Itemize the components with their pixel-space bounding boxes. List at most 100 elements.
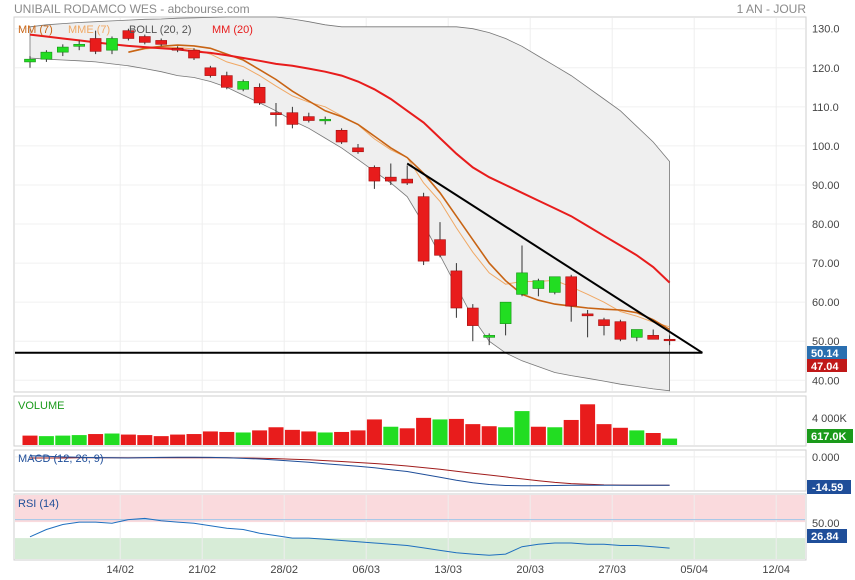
candle-body-down bbox=[122, 30, 135, 39]
candle-body-up bbox=[532, 280, 545, 289]
chart-period: 1 AN - JOUR bbox=[737, 2, 807, 16]
chart-title: UNIBAIL RODAMCO WES - abcbourse.com bbox=[14, 2, 250, 16]
candle bbox=[417, 192, 430, 266]
candle bbox=[286, 106, 299, 129]
volume-bar bbox=[498, 427, 514, 445]
macd-last-value: -14.59 bbox=[812, 482, 843, 494]
volume-bar bbox=[580, 404, 596, 445]
volume-bar bbox=[399, 428, 415, 445]
candle bbox=[40, 50, 53, 62]
volume-bar bbox=[170, 434, 186, 445]
mme7-line bbox=[128, 47, 670, 328]
candle bbox=[253, 83, 266, 105]
candle bbox=[106, 36, 118, 55]
legend-mme7: MME (7) bbox=[68, 24, 110, 36]
candle-body-down bbox=[352, 147, 364, 153]
candle-body-down bbox=[270, 112, 282, 115]
candle bbox=[204, 65, 217, 78]
candle bbox=[384, 163, 397, 185]
support-level-badge: 47.04 bbox=[807, 359, 847, 373]
price-tick-label: 90.00 bbox=[812, 180, 840, 192]
candle-body-down bbox=[417, 196, 430, 262]
rsi-panel-grid bbox=[15, 495, 805, 559]
candle-body-up bbox=[483, 335, 496, 338]
date-tick-label: 14/02 bbox=[106, 564, 134, 576]
price-tick-label: 100.0 bbox=[812, 141, 840, 153]
macd-panel: MACD (12, 26, 9) 0.000 -14.59 bbox=[13, 449, 851, 494]
candle-body-up bbox=[73, 44, 85, 47]
volume-bar bbox=[383, 426, 399, 445]
candle-body-down bbox=[204, 67, 217, 76]
volume-bar bbox=[481, 426, 497, 445]
rsi-badge-bg bbox=[807, 529, 847, 543]
candle-body-down bbox=[368, 167, 381, 182]
volume-bar bbox=[71, 435, 87, 445]
volume-bar bbox=[547, 427, 563, 445]
candle-body-down bbox=[221, 75, 233, 88]
volume-badge-bg bbox=[807, 429, 853, 443]
volume-bar bbox=[153, 436, 169, 445]
candle-body-down bbox=[384, 176, 397, 182]
candle-body-down bbox=[188, 49, 200, 59]
candle bbox=[598, 317, 610, 336]
date-axis-labels: 14/02 21/02 28/02 06/03 13/03 20/03 27/03 05/04… bbox=[106, 564, 790, 576]
candle bbox=[237, 79, 249, 92]
candles bbox=[24, 28, 676, 346]
macd-badge-bg bbox=[807, 480, 851, 494]
legend-mm20: MM (20) bbox=[212, 24, 253, 36]
volume-bar bbox=[514, 411, 530, 445]
support-level-value: 47.04 bbox=[811, 361, 839, 373]
candle-body-down bbox=[89, 38, 102, 52]
volume-bar bbox=[120, 434, 136, 445]
candle bbox=[466, 304, 479, 342]
candle bbox=[221, 71, 233, 90]
candle bbox=[630, 329, 643, 342]
legend: MM (7) MME (7) BOLL (20, 2) MM (20) bbox=[18, 24, 253, 36]
volume-bar bbox=[137, 435, 153, 445]
candle bbox=[24, 56, 36, 68]
volume-bar bbox=[38, 436, 54, 445]
volume-bar bbox=[432, 419, 448, 445]
candle-body-up bbox=[237, 81, 249, 90]
price-tick-label: 70.00 bbox=[812, 258, 840, 270]
date-tick-label: 12/04 bbox=[762, 564, 790, 576]
rsi-label: RSI (14) bbox=[18, 498, 59, 510]
candle bbox=[155, 38, 167, 47]
price-tick-label: 50.00 bbox=[812, 336, 840, 348]
date-tick-label: 13/03 bbox=[434, 564, 462, 576]
rsi-panel: RSI (14) 50.00 26.84 bbox=[13, 493, 847, 561]
volume-bar bbox=[612, 427, 628, 445]
candle-body-down bbox=[450, 270, 463, 309]
candle bbox=[532, 278, 545, 297]
support-level-badge-bg bbox=[807, 359, 847, 372]
candle bbox=[434, 222, 446, 258]
price-tick-label: 60.00 bbox=[812, 297, 840, 309]
candle bbox=[139, 34, 151, 45]
macd-panel-frame bbox=[13, 449, 807, 492]
volume-bar bbox=[366, 419, 382, 445]
candle bbox=[368, 165, 381, 189]
volume-bar bbox=[55, 435, 71, 445]
volume-label: VOLUME bbox=[18, 400, 64, 412]
volume-bar bbox=[88, 434, 104, 445]
main-panel-frame bbox=[13, 16, 807, 393]
volume-bar bbox=[645, 433, 661, 445]
date-tick-label: 06/03 bbox=[352, 564, 380, 576]
candle bbox=[73, 40, 85, 51]
candle-body-up bbox=[40, 51, 53, 60]
candle bbox=[581, 309, 594, 338]
date-tick-label: 05/04 bbox=[680, 564, 708, 576]
volume-bar bbox=[268, 427, 284, 445]
candle-body-up bbox=[516, 272, 528, 295]
volume-bar bbox=[662, 438, 678, 445]
price-tick-label: 40.00 bbox=[812, 375, 840, 387]
candle-body-down bbox=[647, 335, 660, 340]
candle bbox=[548, 276, 561, 295]
candle-body-up bbox=[499, 301, 512, 324]
volume-bar bbox=[104, 433, 120, 445]
candle bbox=[450, 263, 463, 318]
candle-body-down bbox=[565, 276, 578, 307]
date-tick-label: 28/02 bbox=[270, 564, 298, 576]
candle bbox=[122, 28, 135, 41]
legend-mm7: MM (7) bbox=[18, 24, 53, 36]
